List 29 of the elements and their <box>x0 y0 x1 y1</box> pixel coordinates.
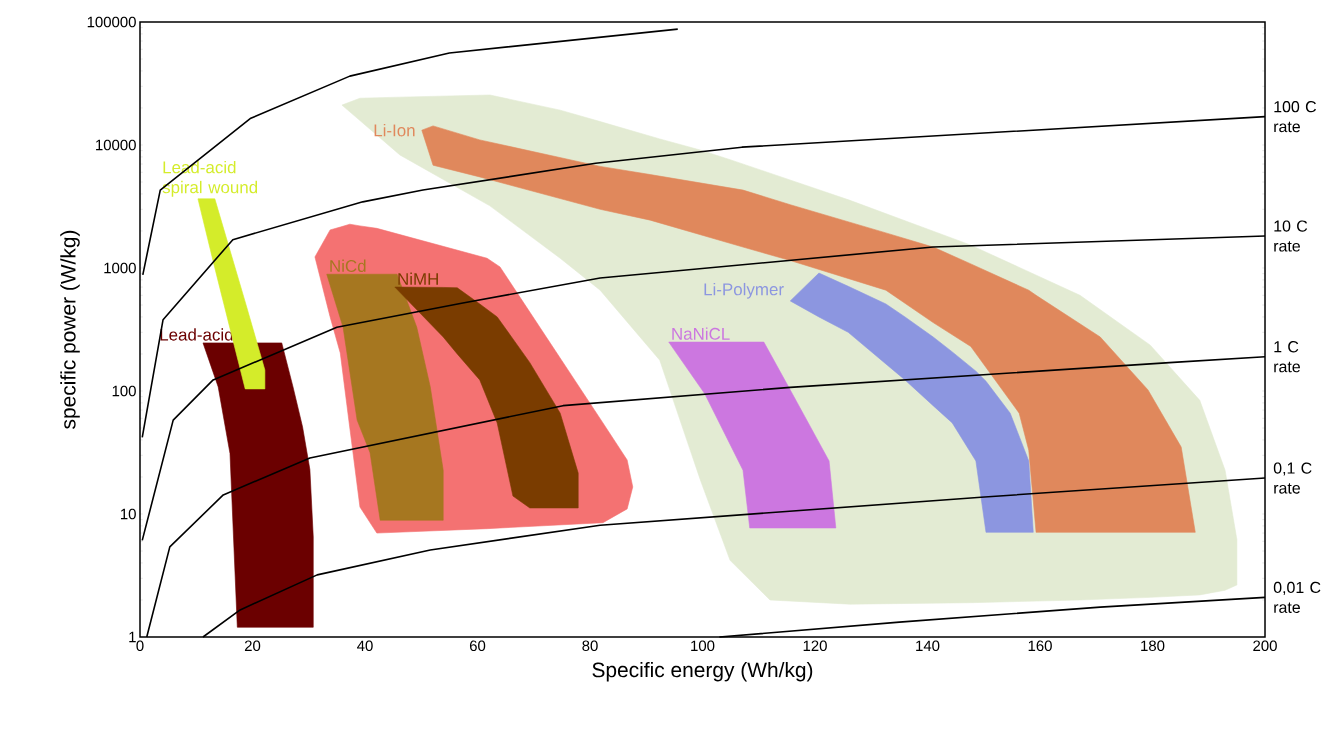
series-label: 0,01 C rate <box>1273 581 1321 613</box>
x-tick-label: 20 <box>244 640 261 652</box>
x-tick-label: 80 <box>582 640 598 652</box>
y-tick-label: 100 <box>112 385 136 397</box>
y-tick-label: 1000 <box>104 262 136 274</box>
x-tick-label: 0 <box>136 640 144 652</box>
series-label: NiMH <box>398 272 438 285</box>
series-label: 0,1 C rate <box>1273 462 1312 494</box>
series-label: Li-Ion <box>374 123 415 137</box>
series-label: 1 C rate <box>1274 341 1300 373</box>
series-label: 10 C rate <box>1274 220 1308 252</box>
x-tick-label: 60 <box>469 640 486 652</box>
x-tick-label: 140 <box>916 640 940 652</box>
x-tick-label: 40 <box>357 640 373 652</box>
y-tick-label: 10000 <box>96 139 136 151</box>
series-label: 100 C rate <box>1274 101 1317 133</box>
series-label: NaNiCL <box>672 327 730 340</box>
series-label: NiCd <box>330 259 366 273</box>
y-tick-label: 1 <box>129 631 136 643</box>
y-axis-title: specific power (W/kg) <box>60 230 80 429</box>
x-tick-label: 200 <box>1253 640 1277 652</box>
x-tick-label: 160 <box>1028 640 1052 652</box>
y-tick-label: 100000 <box>87 16 136 28</box>
x-tick-label: 100 <box>691 640 715 652</box>
series-label: Li-Polymer <box>704 282 784 299</box>
x-tick-label: 120 <box>803 640 827 652</box>
x-axis-title: Specific energy (Wh/kg) <box>592 661 813 682</box>
y-tick-label: 10 <box>121 508 136 520</box>
x-tick-label: 180 <box>1141 640 1165 652</box>
